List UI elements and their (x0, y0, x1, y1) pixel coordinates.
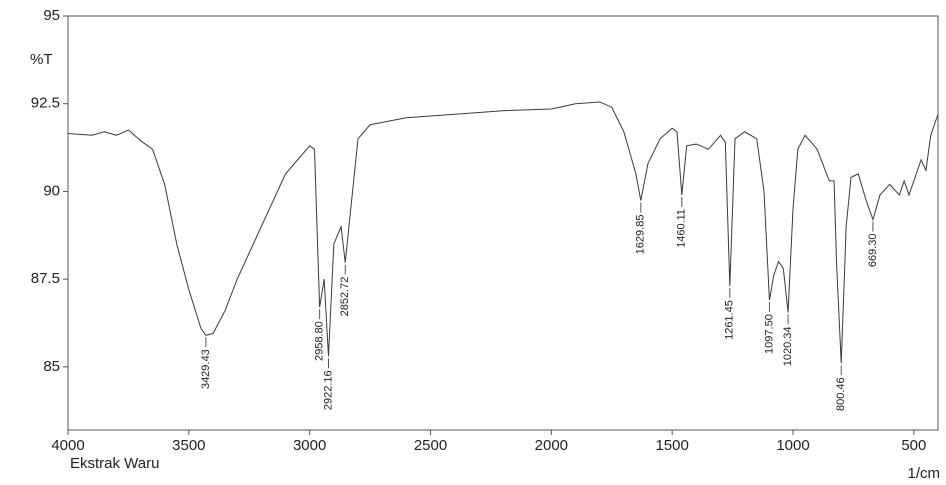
y-tick-label: 85 (43, 358, 60, 375)
x-tick-label: 2000 (535, 437, 568, 454)
peak-label: 2958.80 (314, 321, 326, 361)
x-tick-label: 1500 (655, 437, 688, 454)
y-tick-label: 90 (43, 182, 60, 199)
y-tick-label: 87.5 (31, 270, 60, 287)
peak-label: 1460.11 (676, 209, 688, 248)
y-tick-label: 95 (43, 7, 60, 24)
sample-label: Ekstrak Waru (70, 455, 159, 472)
peak-label: 2922.16 (322, 370, 334, 410)
peak-label: 3429.43 (200, 349, 212, 389)
x-tick-label: 500 (901, 437, 926, 454)
peak-label: 2852.72 (339, 277, 351, 317)
x-tick-label: 1000 (776, 437, 809, 454)
x-axis-label: 1/cm (907, 465, 940, 482)
x-tick-label: 2500 (414, 437, 447, 454)
x-tick-label: 3000 (293, 437, 326, 454)
peak-label: 800.46 (835, 377, 847, 411)
peak-label: 1020.34 (782, 326, 794, 366)
y-axis-label: %T (30, 51, 53, 68)
peak-label: 1629.85 (635, 215, 647, 255)
peak-label: 1261.45 (724, 300, 736, 340)
peak-label: 669.30 (867, 233, 879, 267)
peak-label: 1097.50 (763, 314, 775, 354)
x-tick-label: 4000 (51, 437, 84, 454)
plot-frame (67, 15, 939, 431)
spectrum-line (67, 101, 939, 364)
y-tick-label: 92.5 (31, 95, 60, 112)
x-tick-label: 3500 (172, 437, 205, 454)
